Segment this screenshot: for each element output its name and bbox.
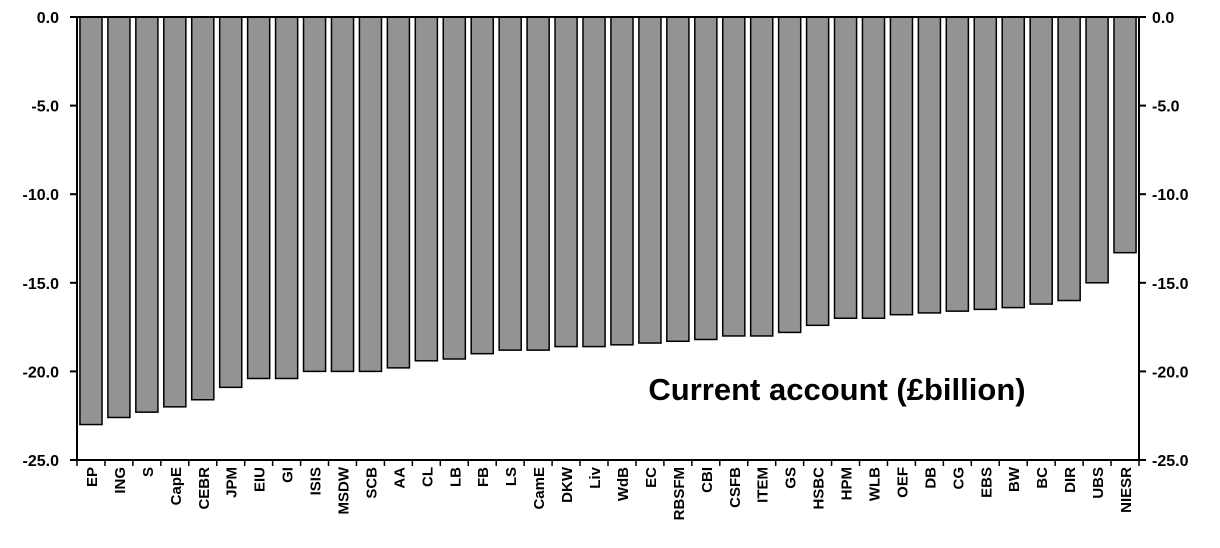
x-tick-label: DKW [559, 466, 576, 503]
x-tick-label: HPM [839, 467, 856, 500]
x-tick-label: JPM [224, 467, 241, 498]
x-tick-label: CL [419, 467, 436, 487]
bar [1113, 16, 1137, 254]
bar [414, 16, 439, 362]
x-tick-label: HSBC [811, 467, 828, 510]
x-tick-label: Liv [587, 466, 604, 488]
x-tick-label: CEBR [196, 467, 213, 510]
bar [777, 16, 802, 334]
x-tick-label: DB [922, 467, 939, 489]
y-tick-label-left: -10.0 [23, 187, 60, 204]
bar [554, 16, 578, 348]
x-tick-label: WLB [867, 467, 884, 501]
y-tick-label-right: -15.0 [1152, 276, 1189, 293]
bar [945, 16, 970, 312]
bar [833, 16, 858, 319]
x-tick-label: CG [950, 467, 967, 490]
bar [861, 16, 886, 319]
x-tick-label: ISIS [308, 467, 325, 495]
y-tick-label-right: -5.0 [1152, 99, 1180, 116]
y-tick-label-left: -15.0 [23, 276, 60, 293]
y-tick-label-left: -5.0 [31, 99, 59, 116]
y-tick-label-right: 0.0 [1152, 10, 1174, 27]
bar [694, 16, 718, 341]
x-tick-label: MSDW [336, 466, 353, 514]
y-tick-label-right: -20.0 [1152, 364, 1189, 381]
bar [1057, 16, 1081, 302]
x-tick-label: NIESR [1118, 467, 1135, 513]
x-tick-label: CSFB [727, 467, 744, 508]
bar [470, 16, 495, 355]
x-tick-label: EBS [978, 467, 995, 498]
x-tick-label: BC [1034, 467, 1051, 489]
x-tick-label: ITEM [755, 467, 772, 503]
bar [666, 16, 690, 343]
x-tick-label: ING [112, 467, 129, 494]
bar [135, 16, 159, 413]
x-tick-label: GI [280, 467, 297, 483]
bar [917, 16, 942, 314]
x-tick-label: EP [84, 467, 101, 487]
bar [498, 16, 522, 351]
x-tick-label: CapE [168, 467, 185, 505]
bar [163, 16, 187, 408]
x-tick-label: UBS [1090, 467, 1107, 499]
x-tick-label: SCB [363, 467, 380, 499]
x-tick-label: DIR [1062, 467, 1079, 493]
x-tick-label: WdB [615, 467, 632, 501]
bar [749, 16, 774, 337]
y-tick-label-right: -10.0 [1152, 187, 1189, 204]
x-tick-label: OEF [894, 467, 911, 498]
bar [889, 16, 914, 316]
bar [330, 16, 355, 373]
y-tick-label-right: -25.0 [1152, 453, 1189, 470]
x-tick-label: LB [447, 467, 464, 487]
bar [358, 16, 383, 373]
x-tick-label: AA [391, 467, 408, 489]
bar [638, 16, 662, 344]
bar [526, 16, 550, 351]
labels-layer: 0.0 0.0 -5.0 -5.0 -10.0 -10.0 -15.0 -15.0 -20.0 -… [23, 10, 1189, 520]
ticks-layer [70, 16, 1146, 466]
x-tick-label: S [140, 467, 157, 477]
chart-title: Current account (£billion) [648, 372, 1025, 407]
bar [805, 16, 830, 327]
bar [610, 16, 634, 346]
bars-layer [79, 16, 1137, 426]
bar [973, 16, 998, 311]
bar [79, 16, 103, 426]
y-tick-label-left: 0.0 [37, 10, 59, 27]
bar [107, 16, 131, 419]
bar [442, 16, 467, 360]
bar [218, 16, 243, 389]
bar [246, 16, 271, 380]
bar [1001, 16, 1026, 309]
bar [721, 16, 746, 337]
x-tick-label: CamE [531, 467, 548, 510]
x-tick-label: FB [475, 467, 492, 487]
x-tick-label: GS [783, 467, 800, 489]
bar [386, 16, 411, 369]
x-tick-label: RBSFM [671, 467, 688, 520]
bar [1085, 16, 1109, 284]
x-tick-label: EC [643, 467, 660, 488]
bar [302, 16, 327, 373]
bar [190, 16, 215, 401]
x-tick-label: EIU [252, 467, 269, 492]
y-tick-label-left: -20.0 [23, 364, 60, 381]
bar [274, 16, 299, 380]
x-tick-label: CBI [699, 467, 716, 493]
bar [1029, 16, 1053, 305]
y-tick-label-left: -25.0 [23, 453, 60, 470]
x-tick-label: LS [503, 467, 520, 486]
bar [582, 16, 606, 348]
x-tick-label: BW [1006, 466, 1023, 492]
